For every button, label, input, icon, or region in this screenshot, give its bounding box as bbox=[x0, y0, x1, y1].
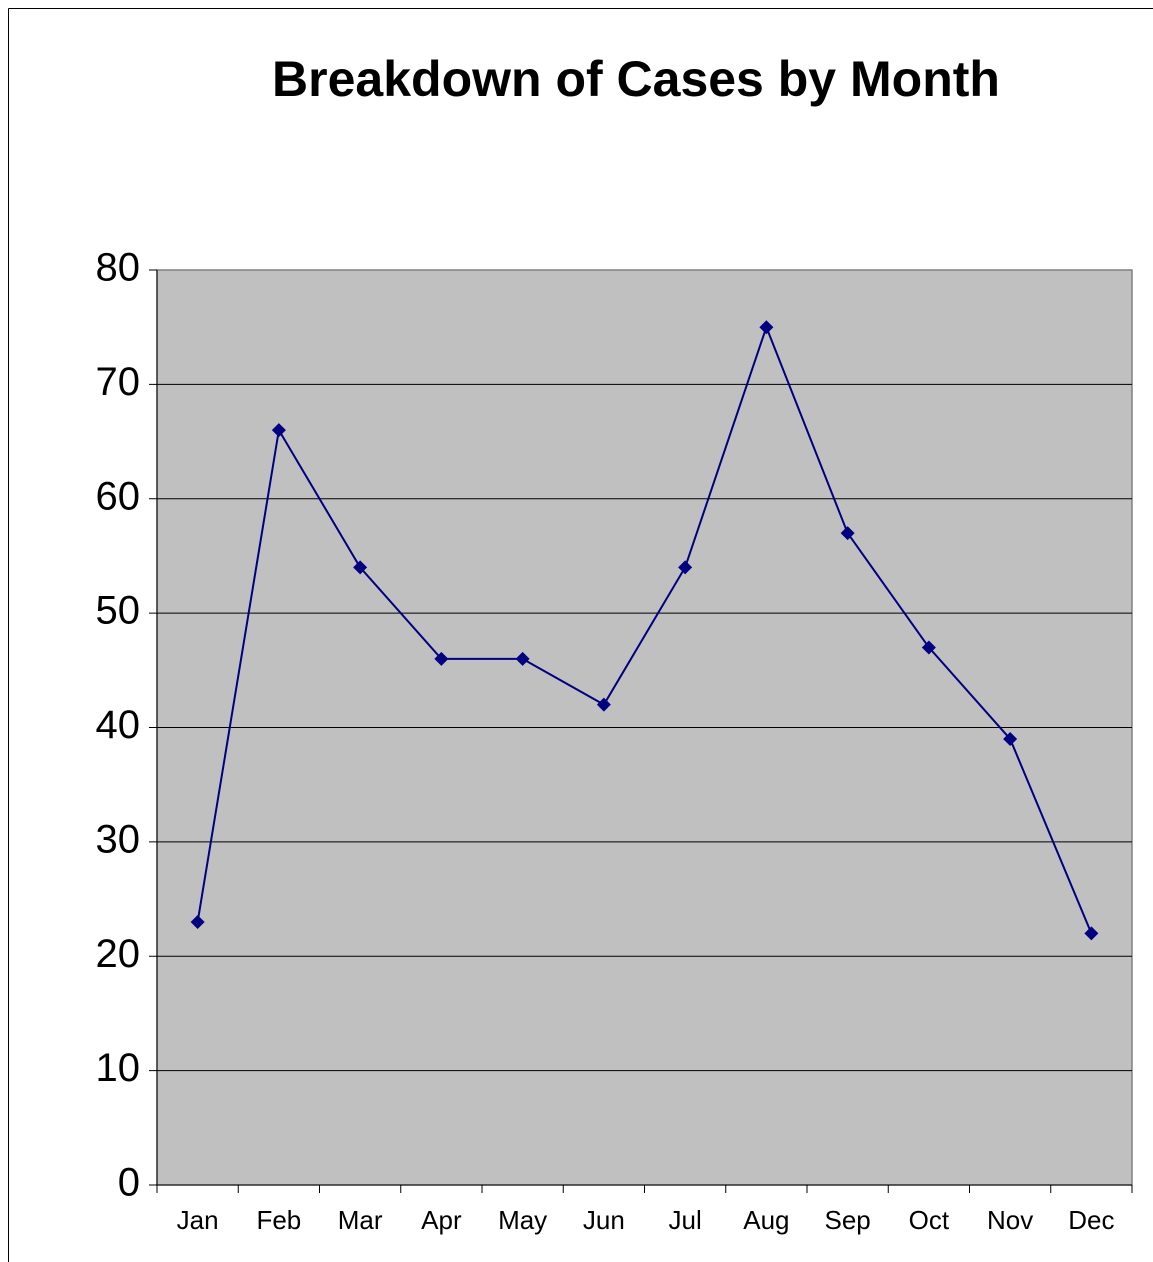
y-tick-label: 10 bbox=[96, 1046, 141, 1090]
data-point bbox=[759, 320, 774, 335]
data-point bbox=[353, 560, 368, 575]
data-point bbox=[1003, 731, 1018, 746]
x-tick-label: Dec bbox=[1068, 1205, 1114, 1235]
x-tick-label: Jun bbox=[583, 1205, 625, 1235]
data-point bbox=[1084, 926, 1099, 941]
x-tick-label: May bbox=[498, 1205, 547, 1235]
y-tick-label: 40 bbox=[96, 703, 141, 747]
data-point bbox=[596, 697, 611, 712]
chart-title: Breakdown of Cases by Month bbox=[272, 51, 1000, 107]
data-point bbox=[190, 914, 205, 929]
y-tick-label: 20 bbox=[96, 932, 141, 976]
series-line bbox=[196, 324, 1093, 934]
y-tick-label: 0 bbox=[118, 1161, 140, 1205]
x-tick-label: Jan bbox=[177, 1205, 219, 1235]
data-point bbox=[515, 651, 530, 666]
y-tick-label: 60 bbox=[96, 474, 141, 518]
x-tick-label: Nov bbox=[987, 1205, 1033, 1235]
y-tick-label: 50 bbox=[96, 589, 141, 633]
x-tick-label: Apr bbox=[421, 1205, 462, 1235]
x-tick-label: Oct bbox=[909, 1205, 950, 1235]
y-tick-label: 70 bbox=[96, 360, 141, 404]
x-tick-label: Aug bbox=[743, 1205, 789, 1235]
x-tick-label: Jul bbox=[669, 1205, 702, 1235]
data-point bbox=[840, 526, 855, 541]
y-tick-label: 30 bbox=[96, 817, 141, 861]
y-tick-label: 80 bbox=[96, 246, 141, 290]
data-point bbox=[271, 423, 286, 438]
x-tick-label: Mar bbox=[338, 1205, 383, 1235]
data-point bbox=[678, 560, 693, 575]
data-point bbox=[434, 651, 449, 666]
x-tick-label: Sep bbox=[824, 1205, 870, 1235]
data-point bbox=[921, 640, 936, 655]
x-tick-label: Feb bbox=[256, 1205, 301, 1235]
